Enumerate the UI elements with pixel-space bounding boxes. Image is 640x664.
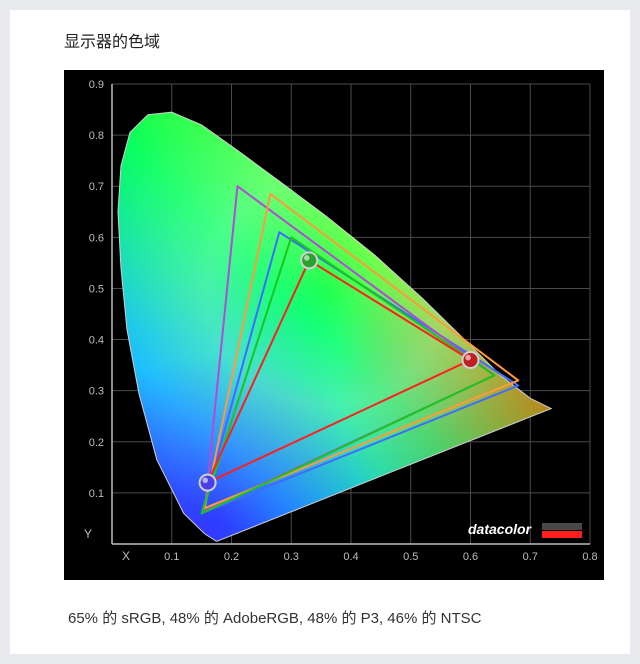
y-tick: 0.2: [89, 437, 104, 449]
x-tick: 0.2: [224, 551, 239, 563]
x-tick: 0.5: [403, 551, 418, 563]
x-tick: 0.3: [284, 551, 299, 563]
page-title: 显示器的色域: [64, 28, 608, 52]
x-tick: 0.1: [164, 551, 179, 563]
brand-text: datacolor: [468, 521, 533, 537]
x-tick: 0.8: [582, 551, 597, 563]
y-tick: 0.8: [89, 130, 104, 142]
chart-container: 0.1 0.2 0.3 0.4 0.5 0.6 0.7 0.8 0.1 0.2 0.3 0.4 0.5 0…: [64, 70, 608, 585]
x-tick: 0.7: [523, 551, 538, 563]
caption-text: 65% 的 sRGB, 48% 的 AdobeRGB, 48% 的 P3, 46…: [68, 607, 608, 628]
brand-bar-1: [542, 523, 582, 530]
y-tick: 0.3: [89, 386, 104, 398]
y-tick: 0.6: [89, 232, 104, 244]
point-red: [463, 352, 479, 368]
y-tick: 0.4: [89, 335, 104, 347]
page: 显示器的色域 0.1 0.2 0.3 0.4 0.5 0.6 0.7 0.8 0.1 0.2 0.3…: [10, 10, 630, 654]
y-tick: 0.1: [89, 488, 104, 500]
y-tick: 0.5: [89, 283, 104, 295]
y-tick: 0.7: [89, 181, 104, 193]
chromaticity-chart: 0.1 0.2 0.3 0.4 0.5 0.6 0.7 0.8 0.1 0.2 0.3 0.4 0.5 0…: [64, 70, 604, 580]
x-tick: 0.6: [463, 551, 478, 563]
brand-bar-2: [542, 531, 582, 538]
point-green: [301, 252, 317, 268]
y-tick: 0.9: [89, 79, 104, 91]
y-axis-label: Y: [84, 527, 92, 541]
point-blue: [200, 475, 216, 491]
x-tick: 0.4: [343, 551, 358, 563]
x-axis-label: X: [122, 549, 130, 563]
